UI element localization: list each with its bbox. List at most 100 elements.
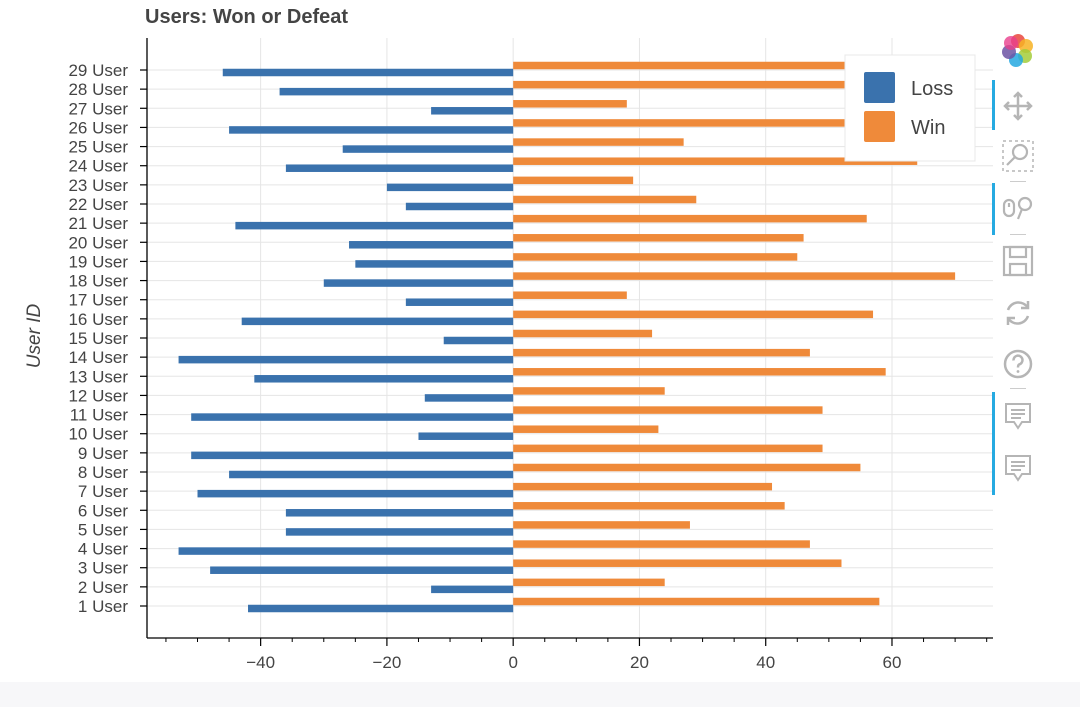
y-tick-label: 1 User (78, 597, 128, 616)
y-tick-label: 25 User (68, 138, 128, 157)
bar-loss-3 (210, 566, 514, 574)
box-zoom-icon[interactable] (1000, 138, 1036, 174)
legend: Loss Win (844, 54, 976, 162)
bar-loss-14 (178, 355, 514, 364)
bar-win-28 (513, 80, 911, 89)
y-tick-label: 18 User (68, 272, 128, 291)
bar-win-15 (513, 329, 653, 338)
bar-loss-19 (355, 260, 514, 268)
help-icon[interactable] (1000, 346, 1036, 382)
bar-win-16 (513, 310, 874, 319)
bar-win-22 (513, 195, 697, 204)
y-tick-label: 27 User (68, 99, 128, 118)
y-tick-label: 19 User (68, 252, 128, 271)
bar-loss-2 (431, 585, 514, 594)
bar-win-23 (513, 176, 634, 185)
bar-loss-1 (248, 604, 514, 613)
bar-win-10 (513, 425, 659, 433)
x-tick-label: −20 (372, 653, 401, 672)
bar-loss-10 (418, 432, 514, 440)
bar-loss-27 (431, 107, 514, 115)
bar-win-2 (513, 578, 665, 587)
bar-win-25 (513, 138, 684, 146)
bar-loss-5 (285, 528, 514, 536)
bar-win-1 (513, 597, 880, 606)
x-tick-label: −40 (246, 653, 275, 672)
bar-loss-13 (254, 375, 514, 383)
y-tick-label: 21 User (68, 214, 128, 233)
chart-title: Users: Won or Defeat (145, 6, 348, 28)
y-tick-label: 7 User (78, 482, 128, 501)
bar-win-5 (513, 521, 690, 529)
bar-loss-4 (178, 547, 514, 555)
bar-loss-25 (342, 145, 514, 153)
y-tick-label: 22 User (68, 195, 128, 214)
bar-loss-18 (323, 279, 514, 287)
y-tick-label: 11 User (70, 406, 129, 425)
reset-icon[interactable] (1000, 295, 1036, 331)
bar-win-17 (513, 291, 627, 299)
bar-win-26 (513, 119, 880, 127)
bokeh-logo-icon[interactable] (1000, 32, 1036, 68)
toolbar (992, 30, 1044, 500)
x-tick-label: 60 (883, 653, 902, 672)
y-tick-label: 20 User (68, 233, 128, 252)
bar-loss-26 (229, 126, 514, 134)
y-tick-label: 2 User (78, 578, 128, 597)
bar-loss-21 (235, 221, 514, 230)
y-tick-label: 15 User (68, 329, 128, 348)
y-tick-label: 5 User (78, 520, 128, 539)
bar-win-8 (513, 463, 861, 472)
bar-win-24 (513, 157, 918, 165)
bar-win-7 (513, 482, 773, 491)
y-tick-label: 23 User (68, 176, 128, 195)
pan-icon[interactable] (1000, 88, 1036, 124)
hover-icon[interactable] (1000, 451, 1036, 487)
y-axis-title: User ID (24, 304, 45, 369)
bars (178, 61, 956, 613)
bar-loss-15 (443, 336, 514, 345)
wheel-zoom-icon[interactable] (1000, 190, 1036, 226)
x-tick-label: 40 (756, 653, 775, 672)
y-tick-label: 8 User (78, 463, 128, 482)
bar-loss-17 (405, 298, 514, 306)
bar-loss-23 (386, 183, 514, 192)
y-tick-label: 9 User (78, 444, 128, 463)
x-tick-label: 20 (630, 653, 649, 672)
hover-icon[interactable] (1000, 399, 1036, 435)
bar-win-12 (513, 387, 665, 395)
y-tick-label: 16 User (68, 310, 128, 329)
bar-win-6 (513, 502, 785, 510)
y-tick-label: 6 User (78, 501, 128, 520)
bar-win-20 (513, 234, 804, 242)
bar-loss-28 (279, 87, 514, 96)
bar-loss-22 (405, 202, 514, 211)
bar-loss-16 (241, 317, 514, 326)
y-tick-label: 4 User (78, 540, 128, 559)
legend-label-win: Win (911, 117, 945, 139)
bar-win-3 (513, 559, 842, 567)
y-tick-label: 10 User (68, 425, 128, 444)
bar-win-13 (513, 368, 886, 376)
bar-loss-6 (285, 509, 514, 517)
bar-win-29 (513, 61, 892, 70)
y-tick-label: 28 User (68, 80, 128, 99)
page-footer-strip (0, 682, 1080, 707)
bar-loss-12 (424, 394, 514, 402)
y-tick-label: 13 User (68, 367, 128, 386)
bar-win-19 (513, 253, 798, 261)
y-tick-label: 17 User (68, 291, 128, 310)
bar-loss-11 (191, 413, 514, 421)
bar-loss-24 (285, 164, 514, 172)
save-icon[interactable] (1000, 243, 1036, 279)
legend-swatch-loss (864, 72, 895, 103)
bar-win-14 (513, 348, 810, 357)
bar-loss-20 (349, 241, 514, 249)
bar-win-9 (513, 444, 823, 453)
bar-loss-7 (197, 489, 514, 498)
legend-box (844, 54, 976, 162)
bar-win-11 (513, 406, 823, 414)
y-tick-label: 24 User (68, 157, 128, 176)
